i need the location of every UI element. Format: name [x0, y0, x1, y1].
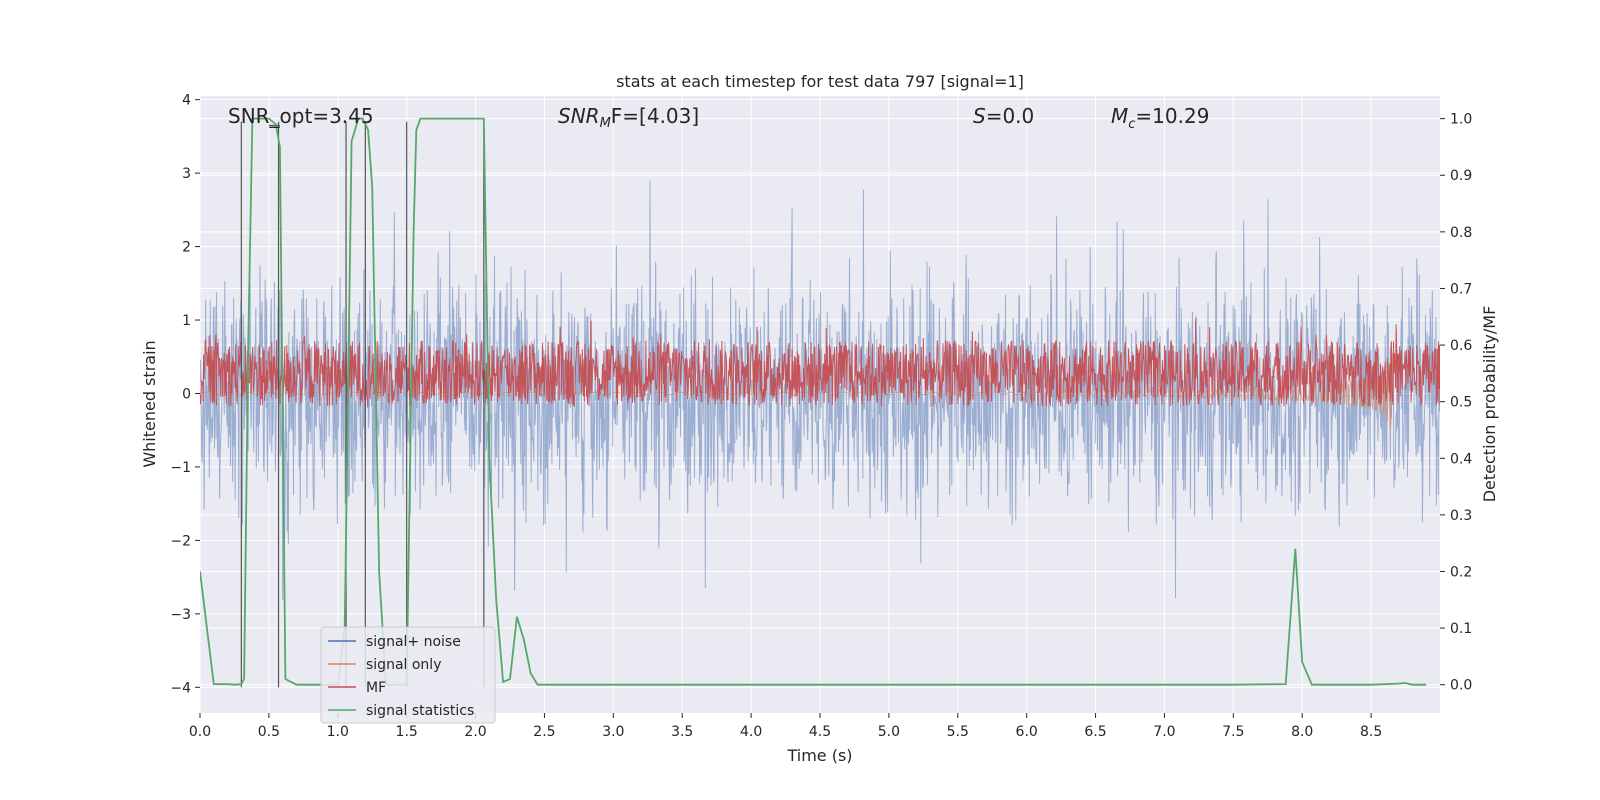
y2-tick-label: 0.4 [1450, 451, 1472, 467]
x-tick-label: 0.0 [189, 724, 211, 740]
x-tick-label: 6.5 [1084, 724, 1106, 740]
x-tick-label: 4.0 [740, 724, 762, 740]
y-tick-label: −2 [170, 533, 191, 549]
annotation-snr-opt: SNR_opt=3.45 [228, 104, 374, 128]
y-tick-label: 1 [182, 313, 191, 329]
annotation-snr-mf-sub: M [600, 116, 611, 131]
annotation-snr-mf-rest: F=[4.03] [611, 104, 699, 128]
x-tick-label: 8.5 [1360, 724, 1382, 740]
annotation-mc: Mc=10.29 [1111, 104, 1209, 132]
x-tick-label: 1.5 [396, 724, 418, 740]
y-tick-label: −4 [170, 680, 191, 696]
y-tick-label: 0 [182, 386, 191, 402]
y-tick-label: 3 [182, 166, 191, 182]
y2-tick-label: 0.5 [1450, 395, 1472, 411]
annotation-s-value: =0.0 [986, 104, 1035, 128]
series-signal-statistics [200, 117, 1427, 686]
legend-label-signal-statistics: signal statistics [366, 703, 474, 719]
y2-axis-label: Detection probability/MF [1480, 306, 1499, 503]
annotation-snr-mf: SNRMF=[4.03] [558, 104, 699, 131]
x-tick-label: 4.5 [809, 724, 831, 740]
x-tick-labels: 0.0 0.5 1.0 1.5 2.0 2.5 3.0 3.5 4.0 4.5 5.0 5.5 6.0 6… [189, 713, 1382, 740]
x-tick-label: 3.0 [602, 724, 624, 740]
y2-tick-label: 1.0 [1450, 112, 1472, 128]
y-tick-label: 2 [182, 240, 191, 256]
x-tick-label: 2.5 [533, 724, 555, 740]
x-axis-label: Time (s) [786, 746, 852, 765]
x-tick-label: 7.0 [1153, 724, 1175, 740]
y-axis-label: Whitened strain [140, 340, 159, 467]
legend-label-mf: MF [366, 680, 386, 696]
x-tick-label: 6.0 [1016, 724, 1038, 740]
legend-label-signal-noise: signal+ noise [366, 634, 461, 650]
legend-box [320, 626, 496, 724]
x-tick-label: 0.5 [258, 724, 280, 740]
y-tick-labels: −4 −3 −2 −1 0 1 2 3 4 [170, 93, 200, 696]
x-tick-label: 7.5 [1222, 724, 1244, 740]
legend-label-signal-only: signal only [366, 657, 441, 673]
y2-tick-label: 0.9 [1450, 168, 1472, 184]
chart-title: stats at each timestep for test data 797… [616, 72, 1024, 91]
x-tick-label: 3.5 [671, 724, 693, 740]
annotation-s-label: S [973, 104, 986, 128]
annotation-snr-mf-base: SNR [558, 104, 600, 128]
annotation-mc-sub: c [1128, 117, 1135, 132]
annotation-s: S=0.0 [973, 104, 1034, 128]
y2-tick-label: 0.8 [1450, 225, 1472, 241]
y2-tick-label: 0.3 [1450, 508, 1472, 524]
y2-tick-label: 0.7 [1450, 281, 1472, 297]
x-tick-label: 5.0 [878, 724, 900, 740]
y2-tick-label: 0.6 [1450, 338, 1472, 354]
x-tick-label: 8.0 [1291, 724, 1313, 740]
x-tick-label: 5.5 [947, 724, 969, 740]
y-tick-label: −1 [170, 460, 191, 476]
legend: signal+ noise signal only MF signal stat… [320, 626, 496, 724]
y-tick-label: 4 [182, 93, 191, 109]
y2-tick-labels: 0.0 0.1 0.2 0.3 0.4 0.5 0.6 0.7 0.8 0.9 1.0 [1440, 112, 1472, 694]
annotation-mc-value: =10.29 [1135, 104, 1209, 128]
y-tick-label: −3 [170, 607, 191, 623]
x-tick-label: 2.0 [464, 724, 486, 740]
y2-tick-label: 0.1 [1450, 621, 1472, 637]
x-tick-label: 1.0 [327, 724, 349, 740]
y2-tick-label: 0.0 [1450, 678, 1472, 694]
annotation-mc-base: M [1111, 104, 1128, 128]
y2-tick-label: 0.2 [1450, 564, 1472, 580]
